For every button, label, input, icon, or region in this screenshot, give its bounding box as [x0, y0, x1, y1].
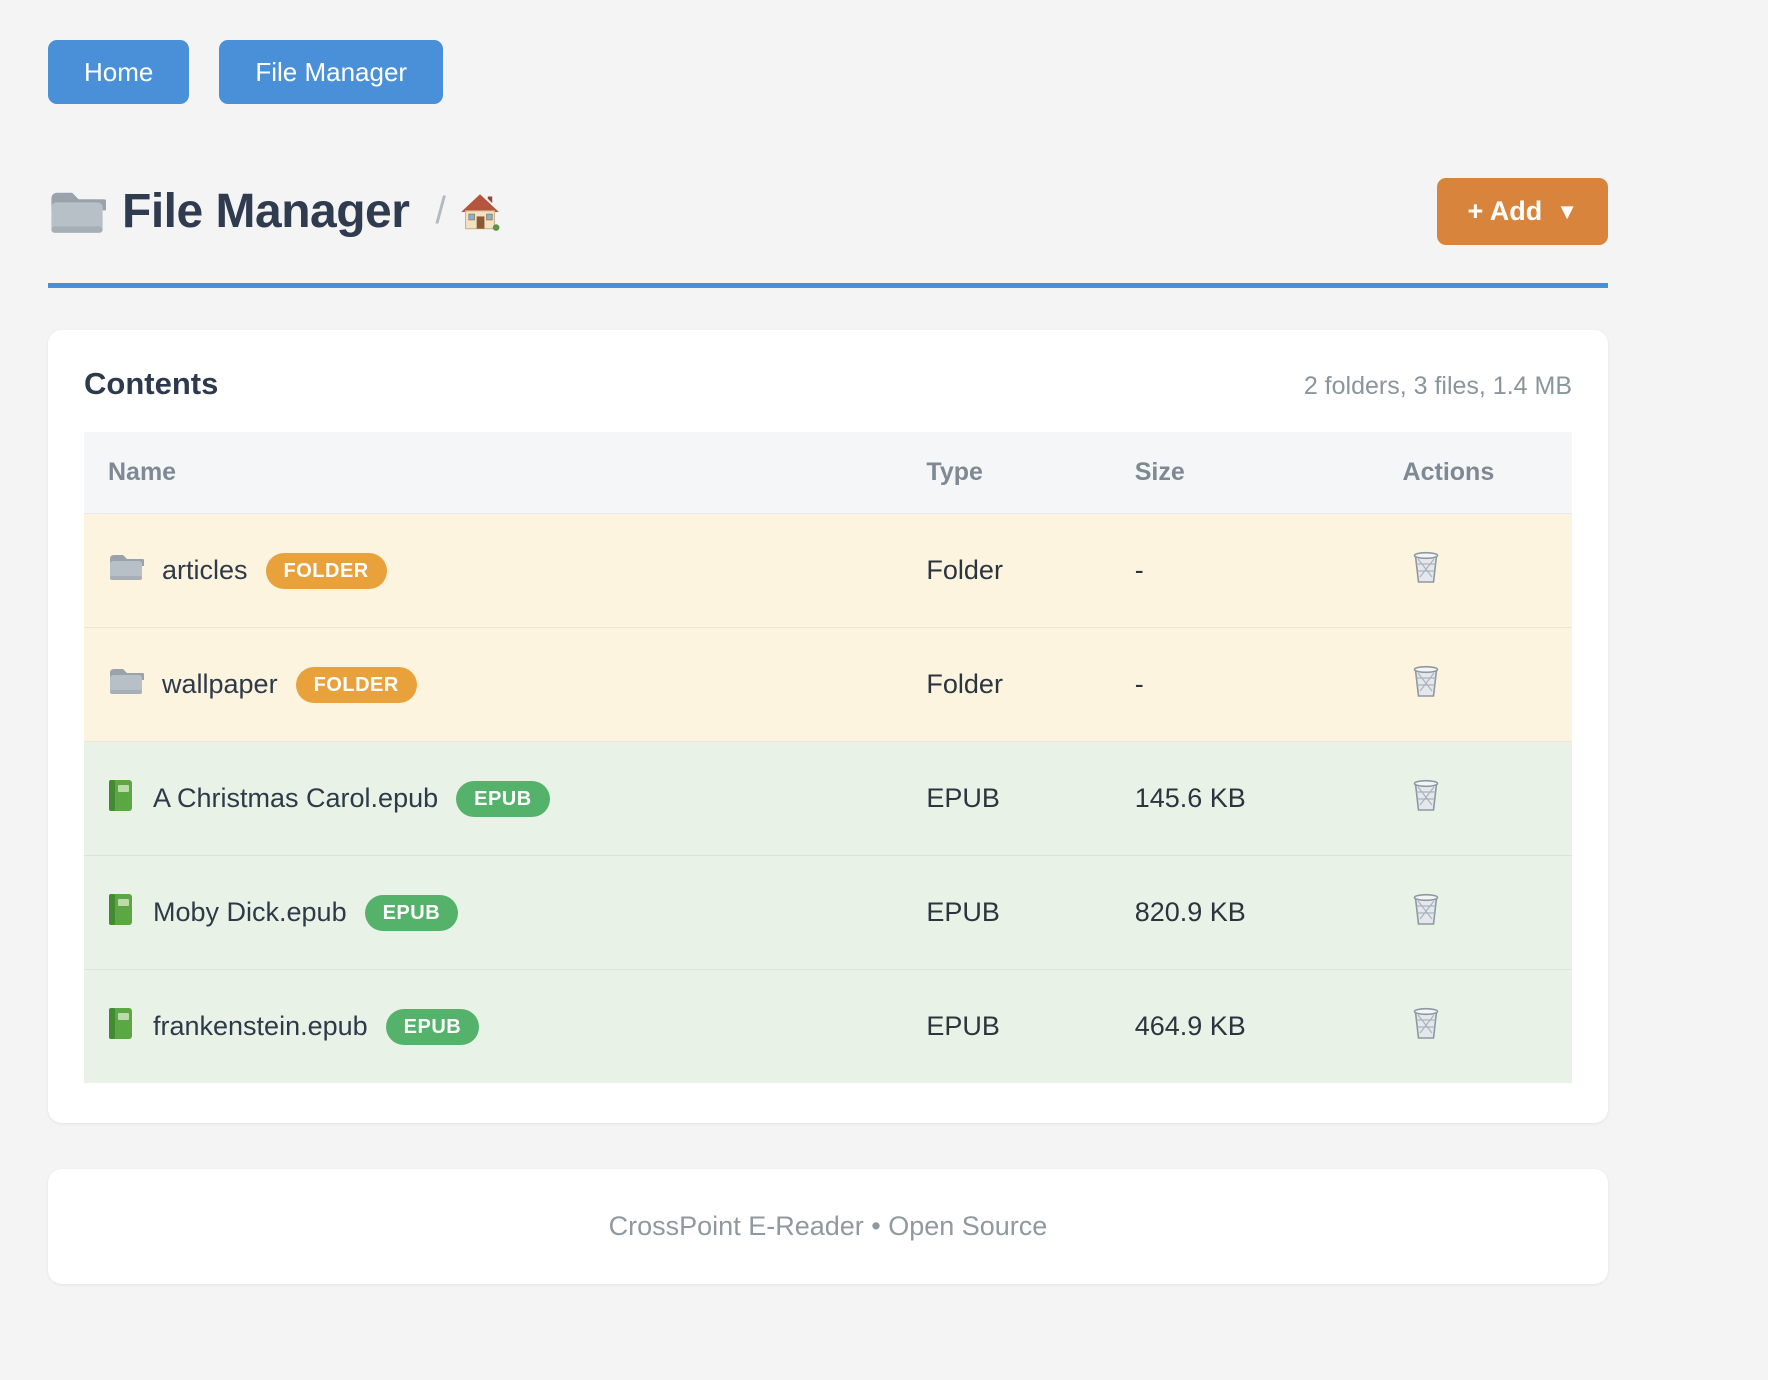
contents-card: Contents 2 folders, 3 files, 1.4 MB Name… — [48, 330, 1608, 1123]
actions-cell — [1378, 741, 1572, 856]
size-cell: - — [1110, 513, 1379, 628]
file-manager-button[interactable]: File Manager — [219, 40, 444, 104]
column-header-actions: Actions — [1378, 432, 1572, 514]
name-cell: Moby Dick.epub EPUB — [84, 855, 903, 970]
column-header-name: Name — [84, 432, 903, 514]
size-cell: - — [1110, 627, 1379, 742]
contents-summary: 2 folders, 3 files, 1.4 MB — [1303, 372, 1572, 400]
add-button[interactable]: + Add ▼ — [1437, 178, 1608, 245]
house-icon[interactable] — [460, 193, 500, 231]
table-row: wallpaper FOLDER Folder - — [84, 627, 1572, 742]
file-name-link[interactable]: frankenstein.epub — [153, 1011, 368, 1041]
green-book-icon — [108, 779, 135, 819]
folder-icon — [108, 666, 146, 703]
trash-icon — [1411, 778, 1441, 815]
size-cell: 820.9 KB — [1110, 855, 1379, 970]
green-book-icon — [108, 1007, 135, 1047]
table-row: frankenstein.epub EPUB EPUB 464.9 KB — [84, 969, 1572, 1083]
footer-card: CrossPoint E-Reader • Open Source — [48, 1169, 1608, 1284]
trash-icon — [1411, 1006, 1441, 1043]
column-header-size: Size — [1110, 432, 1379, 514]
caret-down-icon: ▼ — [1556, 198, 1578, 224]
file-name-link[interactable]: articles — [162, 555, 248, 585]
type-cell: EPUB — [902, 741, 1111, 856]
table-row: articles FOLDER Folder - — [84, 513, 1572, 628]
size-cell: 464.9 KB — [1110, 969, 1379, 1083]
file-name-link[interactable]: A Christmas Carol.epub — [153, 783, 439, 813]
table-header-row: Name Type Size Actions — [84, 432, 1572, 514]
file-type-badge: FOLDER — [265, 552, 387, 589]
type-cell: EPUB — [902, 969, 1111, 1083]
name-cell: articles FOLDER — [84, 513, 903, 628]
page-header: File Manager / + Add ▼ — [48, 178, 1608, 245]
folder-icon — [48, 188, 106, 236]
top-nav: Home File Manager — [48, 40, 1608, 104]
contents-title: Contents — [84, 366, 219, 401]
delete-button[interactable] — [1411, 892, 1441, 929]
breadcrumb-separator: / — [435, 190, 446, 232]
table-row: A Christmas Carol.epub EPUB EPUB 145.6 KB — [84, 741, 1572, 856]
header-divider — [48, 283, 1608, 288]
delete-button[interactable] — [1411, 778, 1441, 815]
page: Home File Manager File Manager / — [48, 0, 1608, 1284]
file-type-badge: EPUB — [364, 894, 459, 931]
type-cell: Folder — [902, 513, 1111, 628]
size-cell: 145.6 KB — [1110, 741, 1379, 856]
green-book-icon — [108, 893, 135, 933]
delete-button[interactable] — [1411, 664, 1441, 701]
actions-cell — [1378, 627, 1572, 742]
file-name-link[interactable]: Moby Dick.epub — [153, 897, 347, 927]
file-type-badge: EPUB — [385, 1008, 480, 1045]
file-type-badge: FOLDER — [295, 666, 417, 703]
page-title: File Manager — [122, 185, 410, 238]
trash-icon — [1411, 550, 1441, 587]
files-table: Name Type Size Actions articles FOLDER Fol… — [84, 432, 1572, 1083]
folder-icon — [108, 552, 146, 589]
file-type-badge: EPUB — [456, 780, 550, 817]
actions-cell — [1378, 513, 1572, 628]
file-name-link[interactable]: wallpaper — [162, 669, 278, 699]
home-button[interactable]: Home — [48, 40, 190, 104]
footer-text: CrossPoint E-Reader • Open Source — [608, 1211, 1048, 1241]
table-row: Moby Dick.epub EPUB EPUB 820.9 KB — [84, 855, 1572, 970]
name-cell: A Christmas Carol.epub EPUB — [84, 741, 903, 856]
type-cell: EPUB — [902, 855, 1111, 970]
actions-cell — [1378, 855, 1572, 970]
name-cell: frankenstein.epub EPUB — [84, 969, 903, 1083]
files-table-body: articles FOLDER Folder - wallpaper FOLDER Fol… — [84, 513, 1572, 1083]
name-cell: wallpaper FOLDER — [84, 627, 903, 742]
delete-button[interactable] — [1411, 550, 1441, 587]
delete-button[interactable] — [1411, 1006, 1441, 1043]
column-header-type: Type — [902, 432, 1111, 514]
trash-icon — [1411, 892, 1441, 929]
actions-cell — [1378, 969, 1572, 1083]
trash-icon — [1411, 664, 1441, 701]
add-button-label: + Add — [1467, 196, 1543, 226]
type-cell: Folder — [902, 627, 1111, 742]
